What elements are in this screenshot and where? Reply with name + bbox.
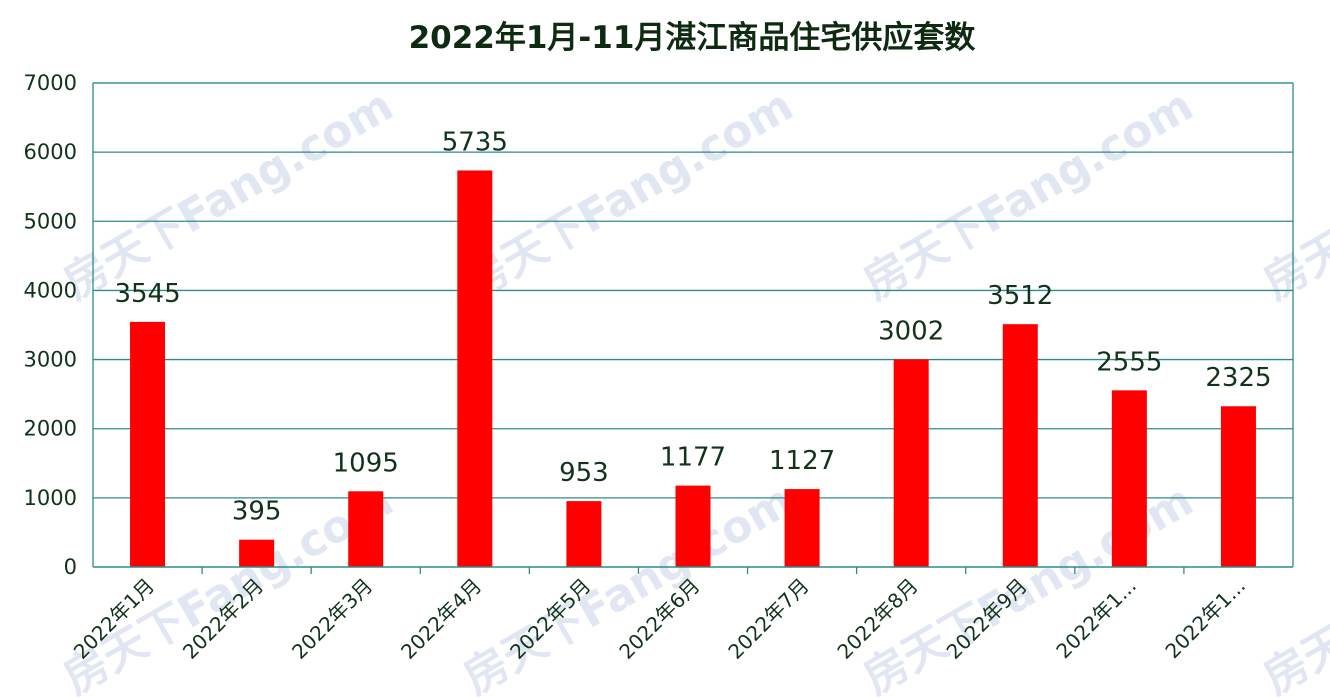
y-tick-label: 6000 bbox=[24, 140, 77, 164]
watermark-text: 房天下Fang.com bbox=[855, 80, 1202, 310]
bar bbox=[1002, 324, 1038, 567]
data-label: 3002 bbox=[878, 316, 944, 346]
data-label: 953 bbox=[559, 458, 609, 488]
data-label: 3512 bbox=[987, 281, 1053, 311]
data-label: 3545 bbox=[114, 279, 180, 309]
x-tick-label: 2022年1... bbox=[1160, 574, 1250, 664]
x-tick-label: 2022年3月 bbox=[287, 574, 377, 664]
data-label: 1127 bbox=[769, 446, 835, 476]
y-tick-label: 4000 bbox=[24, 278, 77, 302]
y-tick-label: 0 bbox=[64, 555, 77, 579]
x-tick-label: 2022年7月 bbox=[723, 574, 813, 664]
bar bbox=[566, 501, 602, 567]
data-label: 2555 bbox=[1096, 347, 1162, 377]
bar bbox=[893, 359, 929, 567]
bar bbox=[1220, 406, 1256, 567]
y-tick-label: 3000 bbox=[24, 348, 77, 372]
watermark-text: 房天下Fang.com bbox=[455, 80, 802, 310]
data-label: 5735 bbox=[442, 127, 508, 157]
chart-title: 2022年1月-11月湛江商品住宅供应套数 bbox=[409, 20, 976, 56]
bar bbox=[130, 321, 166, 567]
y-tick-label: 5000 bbox=[24, 209, 77, 233]
bar bbox=[675, 485, 711, 567]
data-label: 2325 bbox=[1205, 363, 1271, 393]
data-label: 1177 bbox=[660, 443, 726, 473]
data-label: 1095 bbox=[333, 448, 399, 478]
bar bbox=[1111, 390, 1147, 567]
y-tick-label: 2000 bbox=[24, 417, 77, 441]
y-tick-label: 1000 bbox=[24, 486, 77, 510]
watermark-text: 房天下Fang.com bbox=[455, 475, 802, 700]
watermark-text: 房天下Fang.com bbox=[55, 80, 402, 310]
y-tick-label: 7000 bbox=[24, 71, 77, 95]
bar bbox=[784, 489, 820, 567]
bar bbox=[457, 170, 493, 568]
data-label: 395 bbox=[232, 497, 282, 527]
bar bbox=[239, 539, 275, 567]
bar bbox=[348, 491, 384, 567]
